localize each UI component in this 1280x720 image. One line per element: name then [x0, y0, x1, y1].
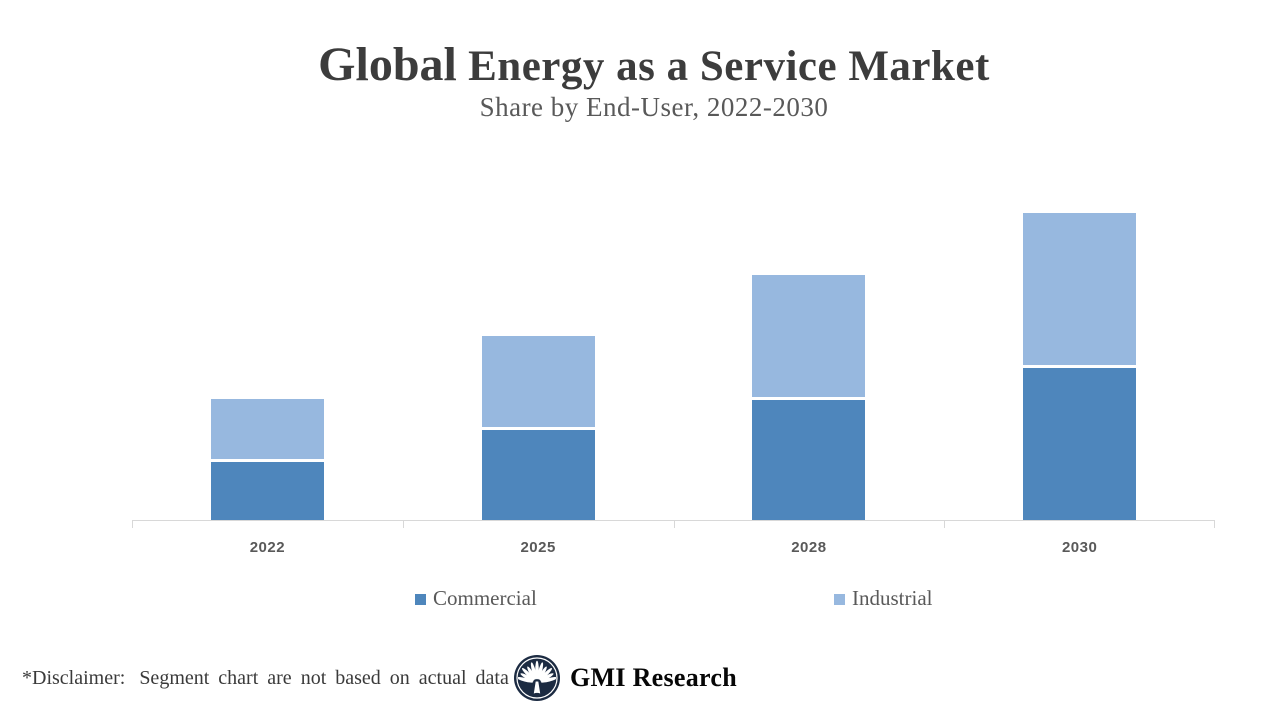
x-axis-label-2028: 2028 [791, 539, 827, 556]
axis-tick [944, 521, 946, 528]
segment-industrial-2030 [1023, 213, 1137, 365]
x-axis-label-2025: 2025 [520, 539, 556, 556]
legend-item-commercial: Commercial [415, 586, 537, 611]
axis-tick [402, 521, 404, 528]
segment-commercial-2022 [210, 462, 324, 520]
brand-name: GMI Research [570, 663, 738, 692]
bar-group-2030: 2030 [944, 160, 1215, 556]
disclaimer-label: *Disclaimer: [22, 667, 126, 689]
legend-item-industrial: Industrial [834, 586, 932, 611]
segment-commercial-2030 [1023, 368, 1137, 520]
disclaimer-text: Segment chart are not based on actual da… [139, 667, 509, 689]
segment-commercial-2028 [752, 400, 866, 520]
stacked-bar-2030 [1023, 213, 1137, 520]
legend-label-commercial: Commercial [433, 586, 537, 610]
page-title: Global Energy as a Service Market [14, 38, 1280, 91]
segment-commercial-2025 [481, 430, 595, 520]
segment-industrial-2025 [481, 336, 595, 427]
bar-group-2025: 2025 [402, 160, 674, 556]
title-rest: Energy as a Service Market [456, 43, 990, 90]
title-block: Global Energy as a Service Market Share … [14, 38, 1280, 123]
x-axis-label-2022: 2022 [249, 539, 286, 556]
plot-area: 2022 2025 2028 2030 [132, 160, 1215, 556]
brand-logo-group: GMI Research [514, 655, 737, 701]
gmi-palm-logo-icon [514, 655, 560, 701]
stacked-bar-2022 [210, 399, 324, 520]
stacked-bar-2028 [752, 275, 866, 520]
legend-swatch-industrial-icon [834, 594, 845, 605]
x-axis-label-2030: 2030 [1061, 539, 1098, 556]
stacked-bar-2025 [481, 336, 595, 520]
chart-subtitle: Share by End-User, 2022-2030 [479, 92, 829, 123]
bar-group-2022: 2022 [132, 160, 403, 556]
segment-industrial-2022 [210, 399, 324, 459]
disclaimer: *Disclaimer: Segment chart are not based … [22, 667, 509, 690]
bar-group-2028: 2028 [673, 160, 945, 556]
legend-swatch-commercial-icon [415, 594, 426, 605]
axis-tick [132, 521, 133, 528]
title-emphasis: Global [318, 38, 457, 91]
axis-tick [673, 521, 675, 528]
legend-label-industrial: Industrial [852, 586, 933, 610]
segment-industrial-2028 [752, 275, 866, 397]
axis-tick [1214, 521, 1215, 528]
